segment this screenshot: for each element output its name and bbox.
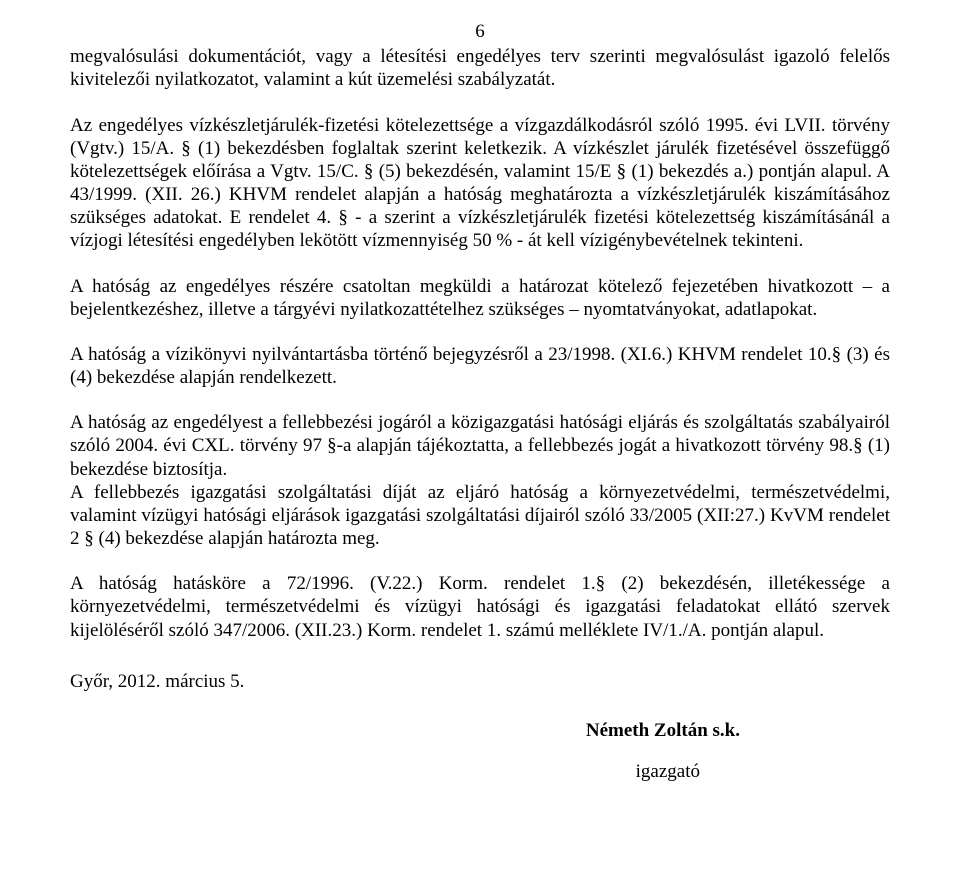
page-number: 6 — [70, 20, 890, 43]
paragraph-6: A fellebbezés igazgatási szolgáltatási d… — [70, 481, 890, 551]
signature-block: Németh Zoltán s.k. igazgató — [70, 719, 890, 783]
paragraph-4: A hatóság a vízikönyvi nyilvántartásba t… — [70, 343, 890, 389]
document-page: 6 megvalósulási dokumentációt, vagy a lé… — [0, 0, 960, 823]
date-line: Győr, 2012. március 5. — [70, 670, 890, 693]
paragraph-3: A hatóság az engedélyes részére csatolta… — [70, 275, 890, 321]
signature-name: Németh Zoltán s.k. — [70, 719, 890, 742]
signature-title: igazgató — [70, 760, 890, 783]
paragraph-7: A hatóság hatásköre a 72/1996. (V.22.) K… — [70, 572, 890, 642]
paragraph-5: A hatóság az engedélyest a fellebbezési … — [70, 411, 890, 481]
paragraph-1: megvalósulási dokumentációt, vagy a léte… — [70, 45, 890, 91]
paragraph-2: Az engedélyes vízkészletjárulék-fizetési… — [70, 114, 890, 253]
